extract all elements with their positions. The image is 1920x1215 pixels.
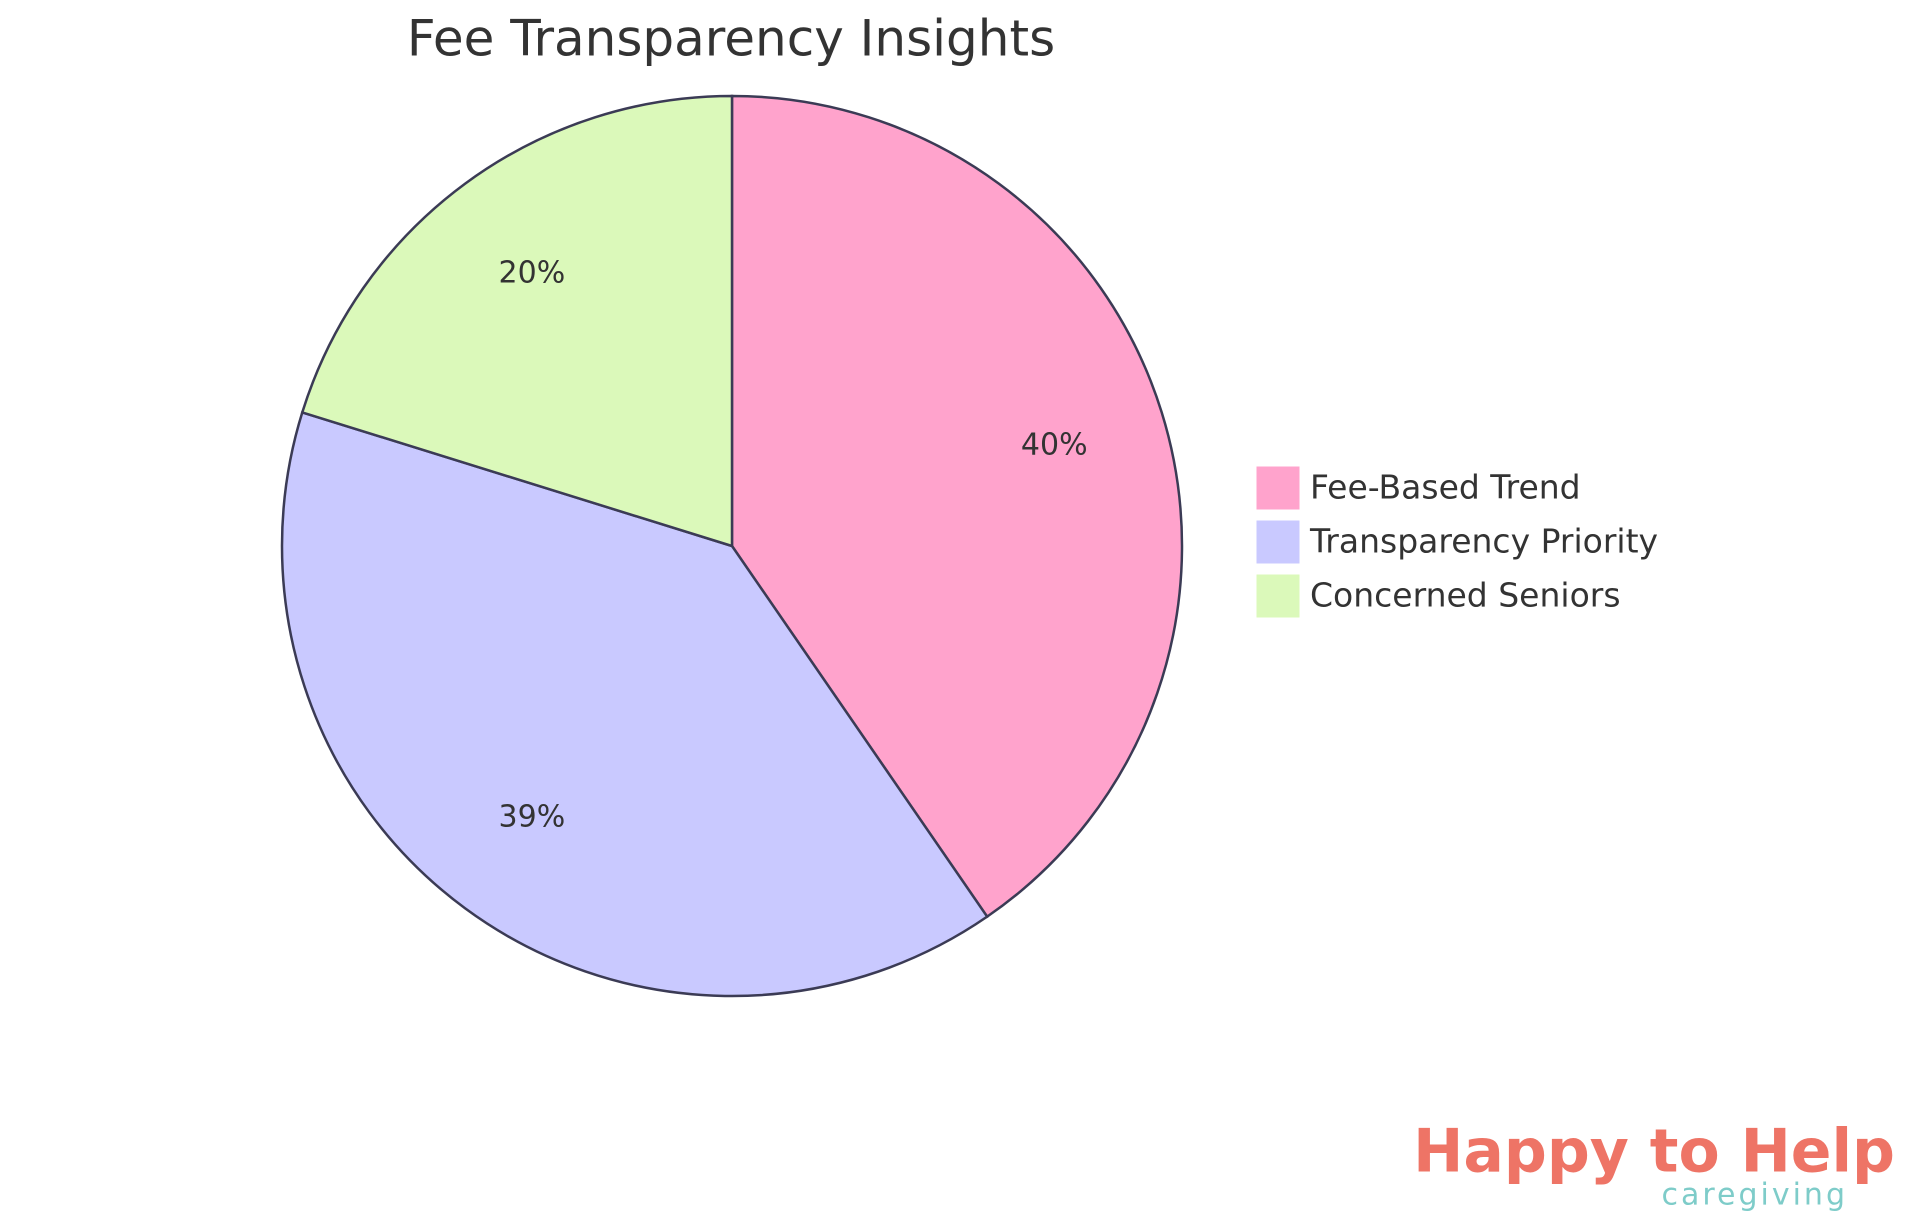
chart-title: Fee Transparency Insights [407, 10, 1055, 68]
slice-label: 40% [1021, 427, 1088, 462]
logo-name: Happy to Help [1413, 1117, 1895, 1187]
legend-label: Transparency Priority [1309, 522, 1658, 561]
legend-swatch [1255, 573, 1301, 619]
pie-slice [280, 410, 989, 998]
legend-swatch [1255, 465, 1301, 511]
legend-swatch [1255, 519, 1301, 565]
pie-slice [730, 94, 1184, 919]
legend-label: Fee-Based Trend [1310, 468, 1581, 507]
logo-tagline: caregiving [1661, 1178, 1848, 1213]
slice-label: 20% [499, 256, 566, 291]
slice-label: 39% [499, 799, 566, 834]
pie-slice [300, 94, 734, 548]
legend-label: Concerned Seniors [1310, 576, 1621, 615]
